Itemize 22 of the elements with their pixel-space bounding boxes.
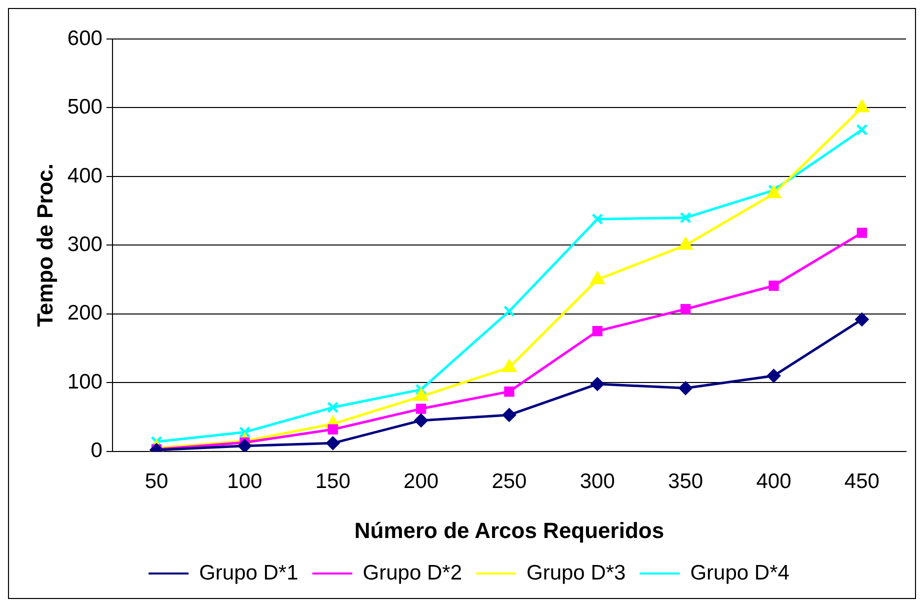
- legend-label: Grupo D*1: [199, 561, 298, 584]
- x-tick-label: 200: [404, 470, 439, 493]
- x-tick-label: 450: [844, 470, 880, 493]
- x-tick-label: 50: [144, 470, 168, 493]
- x-tick-label: 300: [580, 470, 615, 493]
- x-tick-label: 350: [668, 470, 704, 493]
- y-tick-label: 0: [90, 439, 102, 462]
- x-tick-label: 100: [227, 470, 262, 493]
- x-tick-label: 250: [492, 470, 527, 493]
- y-tick-label: 300: [67, 232, 102, 256]
- y-tick-label: 600: [67, 26, 102, 50]
- x-tick-label: 150: [315, 470, 350, 493]
- y-tick-label: 200: [67, 302, 102, 325]
- x-axis-title: Número de Arcos Requeridos: [354, 518, 664, 543]
- y-tick-label: 500: [67, 96, 102, 119]
- legend-label: Grupo D*2: [362, 561, 462, 584]
- legend-label: Grupo D*4: [690, 561, 790, 584]
- x-tick-label: 400: [756, 470, 792, 493]
- y-tick-label: 400: [67, 164, 102, 188]
- legend-label: Grupo D*3: [526, 561, 626, 584]
- y-tick-label: 100: [67, 370, 102, 394]
- y-axis-title: Tempo de Proc.: [32, 163, 58, 327]
